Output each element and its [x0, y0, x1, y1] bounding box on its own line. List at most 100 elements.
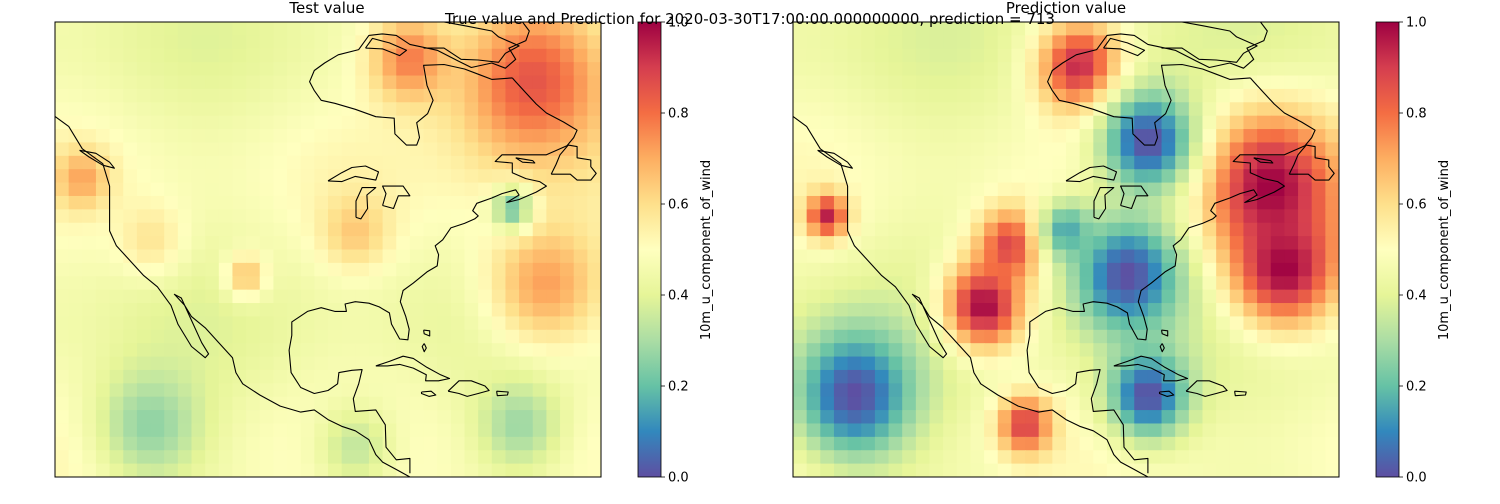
test-value-heatmap-cell — [450, 262, 466, 277]
test-value-heatmap-cell — [259, 169, 274, 184]
prediction-value-heatmap-cell — [1270, 22, 1285, 36]
prediction-value-heatmap-cell — [847, 75, 862, 90]
prediction-value-heatmap-cell — [1216, 303, 1231, 318]
test-value-heatmap-cell — [287, 423, 302, 438]
prediction-value-heatmap-cell — [1038, 249, 1053, 264]
test-value-heatmap-cell — [164, 88, 179, 103]
test-value-heatmap-cell — [478, 343, 493, 358]
test-value-heatmap-cell — [259, 62, 274, 77]
prediction-value-heatmap-cell — [902, 410, 917, 425]
prediction-value-heatmap-cell — [1243, 423, 1258, 438]
test-value-heatmap-cell — [587, 182, 601, 197]
test-value-heatmap-cell — [109, 276, 124, 291]
prediction-value-heatmap-cell — [1325, 289, 1339, 304]
test-value-heatmap-cell — [464, 276, 479, 291]
prediction-value-heatmap-cell — [1270, 343, 1285, 358]
prediction-value-heatmap-cell — [1311, 62, 1326, 77]
test-value-heatmap-cell — [437, 343, 452, 358]
test-value-heatmap-cell — [109, 262, 124, 277]
prediction-value-heatmap-cell — [1161, 142, 1176, 157]
test-value-heatmap-cell — [287, 195, 302, 210]
test-value-heatmap-cell — [123, 249, 138, 264]
prediction-value-heatmap-cell — [1188, 356, 1204, 371]
test-value-heatmap-cell — [109, 48, 124, 63]
prediction-value-heatmap-cell — [997, 356, 1012, 371]
prediction-value-heatmap-cell — [1011, 410, 1026, 425]
prediction-value-heatmap-cell — [929, 209, 944, 224]
test-value-heatmap-cell — [464, 169, 479, 184]
test-value-coastline — [515, 157, 536, 164]
prediction-value-heatmap-cell — [1106, 289, 1122, 304]
prediction-value-heatmap-cell — [1311, 88, 1326, 103]
test-value-heatmap-cell — [368, 303, 384, 318]
prediction-value-heatmap-cell — [943, 195, 958, 210]
prediction-value-heatmap-cell — [1284, 289, 1299, 304]
test-value-heatmap-cell — [259, 155, 274, 170]
prediction-value-heatmap-cell — [1066, 463, 1081, 477]
prediction-value-heatmap-cell — [833, 129, 849, 144]
test-value-heatmap-cell — [55, 22, 70, 36]
test-value-heatmap-cell — [368, 329, 384, 344]
prediction-value-heatmap-cell — [1243, 463, 1258, 477]
test-value-heatmap-cell — [437, 182, 452, 197]
prediction-value-heatmap-cell — [1134, 396, 1149, 411]
test-value-heatmap-cell — [273, 369, 288, 384]
prediction-value-heatmap-cell — [874, 169, 890, 184]
prediction-value-heatmap-cell — [915, 423, 931, 438]
test-value-heatmap-cell — [95, 423, 111, 438]
test-value-heatmap-cell — [491, 436, 507, 451]
test-value-heatmap-cell — [177, 102, 193, 117]
test-value-heatmap-cell — [55, 450, 70, 465]
prediction-value-heatmap-cell — [956, 369, 972, 384]
test-value-heatmap-cell — [246, 48, 261, 63]
prediction-value-heatmap-cell — [956, 62, 972, 77]
prediction-value-heatmap-cell — [1106, 22, 1122, 36]
prediction-value-heatmap-cell — [1243, 356, 1258, 371]
prediction-value-heatmap-cell — [1188, 383, 1204, 398]
prediction-value-heatmap-cell — [806, 423, 821, 438]
test-value-heatmap-cell — [409, 222, 425, 237]
test-value-heatmap-cell — [123, 155, 138, 170]
test-value-heatmap-cell — [328, 289, 343, 304]
prediction-value-heatmap-cell — [915, 436, 931, 451]
prediction-value-heatmap-cell — [1011, 48, 1026, 63]
prediction-value-heatmap-cell — [1188, 436, 1204, 451]
test-value-heatmap-cell — [409, 343, 425, 358]
prediction-value-heatmap-cell — [984, 410, 999, 425]
prediction-value-heatmap-cell — [861, 303, 876, 318]
test-value-heatmap-cell — [355, 303, 370, 318]
test-value-heatmap-cell — [109, 410, 124, 425]
test-value-heatmap-cell — [68, 316, 83, 331]
prediction-value-heatmap-cell — [915, 115, 931, 130]
test-value-heatmap-cell — [587, 410, 601, 425]
prediction-value-heatmap-cell — [833, 396, 849, 411]
prediction-value-coastline — [1026, 77, 1316, 474]
prediction-value-heatmap-cell — [1025, 169, 1040, 184]
prediction-value-heatmap — [793, 22, 1339, 477]
test-value-heatmap-cell — [109, 343, 124, 358]
prediction-value-heatmap-cell — [1188, 62, 1204, 77]
prediction-value-heatmap-cell — [1011, 75, 1026, 90]
test-value-heatmap-cell — [82, 102, 97, 117]
test-value-heatmap-cell — [136, 262, 152, 277]
prediction-value-heatmap-cell — [1229, 423, 1245, 438]
test-value-heatmap-cell — [573, 115, 588, 130]
test-value-heatmap-cell — [519, 48, 534, 63]
prediction-value-heatmap-cell — [847, 423, 862, 438]
prediction-value-coastline — [1160, 329, 1169, 337]
test-value-heatmap-cell — [314, 62, 329, 77]
test-value-heatmap-cell — [273, 436, 288, 451]
test-value-heatmap-cell — [273, 356, 288, 371]
test-value-heatmap-cell — [341, 463, 356, 477]
test-value-heatmap-cell — [532, 343, 547, 358]
prediction-value-heatmap-cell — [1052, 289, 1067, 304]
prediction-value-heatmap-cell — [1066, 423, 1081, 438]
test-value-heatmap-cell — [191, 436, 206, 451]
test-value-heatmap-cell — [232, 195, 247, 210]
prediction-value-heatmap-cell — [888, 88, 903, 103]
test-value-heatmap-cell — [437, 102, 452, 117]
prediction-value-heatmap-cell — [1188, 182, 1204, 197]
prediction-value-heatmap-cell — [1216, 236, 1231, 251]
prediction-value-heatmap-cell — [888, 115, 903, 130]
test-value-heatmap-cell — [437, 75, 452, 90]
